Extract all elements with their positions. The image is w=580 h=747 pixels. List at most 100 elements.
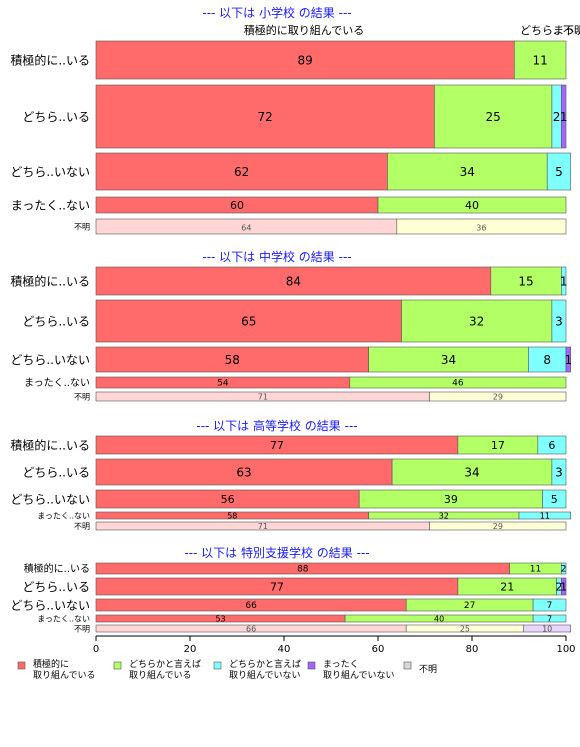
row-label: まったく..ない (11, 198, 90, 212)
bar-segment (396, 218, 567, 235)
data-label: 5 (555, 165, 563, 179)
legend-label: どちらかと言えば (229, 658, 301, 670)
bar-segment (523, 624, 572, 633)
row-label: 不明 (74, 625, 90, 634)
data-label: 60 (230, 199, 244, 212)
data-label: 40 (465, 199, 479, 212)
data-label: 5 (551, 493, 558, 506)
legend-label: 取り組んでいる (33, 669, 96, 681)
data-label: 11 (540, 511, 550, 520)
bar-segment (377, 196, 567, 214)
data-label: 11 (530, 565, 541, 575)
data-label: 1 (560, 110, 568, 124)
legend-label: 取り組んでいない (229, 669, 301, 681)
data-label: 88 (297, 565, 309, 575)
x-tick-label: 60 (372, 644, 385, 655)
bar-segment (401, 299, 553, 343)
row-label: 積極的に..いる (10, 437, 90, 452)
data-label: 89 (298, 53, 313, 67)
bar-segment (391, 458, 553, 486)
bar-segment (560, 84, 567, 149)
data-label: 56 (221, 493, 235, 506)
bar-segment (551, 458, 567, 486)
data-label: 10 (542, 624, 552, 633)
bar-segment (532, 614, 567, 623)
bar-segment (368, 346, 529, 373)
data-label: 32 (469, 314, 484, 328)
data-label: 2 (555, 580, 562, 593)
panel-title: --- 以下は 高等学校 の結果 --- (196, 418, 357, 433)
legend-swatch (403, 661, 412, 670)
data-label: 34 (441, 353, 456, 367)
row-label: 不明 (74, 393, 90, 402)
legend-label: 取り組んでいる (129, 669, 192, 681)
data-label: 58 (227, 511, 237, 520)
row-label: 積極的に..いる (24, 562, 90, 575)
bar-segment (429, 391, 567, 402)
data-label: 2 (561, 565, 567, 575)
bar-segment (490, 266, 562, 296)
bar-segment (537, 435, 567, 455)
bar-segment (387, 152, 548, 191)
data-label: 71 (258, 392, 268, 401)
bar-segment (95, 40, 515, 80)
top-label-somewhat: どちら.. (520, 24, 560, 37)
data-label: 32 (439, 511, 449, 520)
panel-title: --- 以下は 中学校 の結果 --- (202, 249, 351, 264)
row-label: まったく..ない (37, 614, 90, 623)
data-label: 53 (215, 614, 225, 623)
row-label: 積極的に..いる (10, 273, 90, 288)
data-label: 15 (518, 274, 533, 288)
data-label: 7 (547, 601, 553, 611)
data-label: 62 (234, 165, 249, 179)
data-label: 72 (258, 110, 273, 124)
data-label: 71 (258, 522, 268, 531)
data-label: 3 (555, 314, 563, 328)
bar-segment (518, 511, 572, 520)
panel-title: --- 以下は 特別支援学校 の結果 --- (184, 545, 369, 560)
data-label: 25 (486, 110, 501, 124)
data-label: 34 (460, 165, 475, 179)
legend-label: 積極的に (33, 658, 69, 670)
data-label: 46 (452, 379, 464, 389)
legend-swatch (213, 661, 222, 670)
bar-segment (565, 346, 571, 373)
data-label: 25 (460, 624, 470, 633)
data-label: 11 (533, 53, 548, 67)
panel-title: --- 以下は 小学校 の結果 --- (202, 5, 351, 20)
bar-segment (95, 458, 393, 486)
bar-segment (560, 562, 567, 575)
data-label: 1 (565, 353, 573, 367)
bar-segment (513, 40, 567, 80)
legend-swatch (307, 661, 316, 670)
row-label: どちら..いない (10, 598, 90, 612)
row-label: 積極的に..いる (10, 52, 90, 67)
bar-segment (95, 299, 402, 343)
legend-label: まったく (323, 659, 359, 670)
data-label: 29 (493, 392, 503, 401)
top-label-active: 積極的に取り組んでいる (244, 23, 364, 37)
bar-segment (95, 84, 435, 149)
x-tick-label: 40 (278, 644, 291, 655)
data-label: 17 (491, 439, 505, 452)
row-label: 不明 (74, 522, 90, 531)
bar-segment (434, 84, 553, 149)
bar-segment (528, 346, 567, 373)
data-label: 7 (547, 614, 552, 623)
legend-swatch (17, 661, 26, 670)
bar-segment (95, 152, 388, 191)
top-label-not-at-all: まっ.. (553, 24, 580, 37)
row-label: どちら..いない (10, 492, 90, 506)
data-label: 21 (500, 580, 514, 593)
data-label: 40 (434, 614, 444, 623)
data-label: 54 (217, 379, 229, 389)
x-tick-label: 0 (93, 644, 99, 655)
row-label: 不明 (74, 223, 90, 232)
data-label: 6 (548, 439, 555, 452)
row-label: どちら..いる (22, 465, 90, 479)
data-label: 36 (476, 223, 486, 232)
data-label: 34 (464, 465, 479, 479)
legend-label: どちらかと言えば (129, 658, 201, 670)
data-label: 39 (444, 493, 458, 506)
